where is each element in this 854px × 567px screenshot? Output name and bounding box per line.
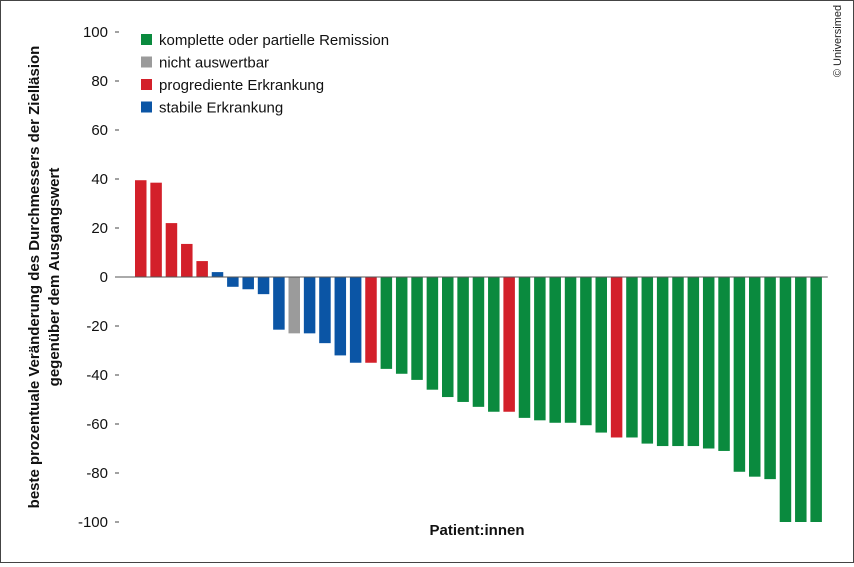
y-axis-title: beste prozentuale Veränderung des Durchm… (26, 46, 63, 509)
bar-series (135, 180, 822, 522)
bar-cr-pr (641, 277, 654, 444)
bar-sd (257, 277, 270, 295)
bar-cr-pr (442, 277, 454, 398)
bar-cr-pr (395, 277, 408, 374)
y-tick-label: -20 (86, 318, 108, 335)
bar-cr-pr (564, 277, 577, 423)
bar-sd (349, 277, 362, 363)
bar-pd (503, 277, 515, 412)
y-tick-label: -80 (86, 465, 108, 482)
legend-label: progrediente Erkrankung (159, 77, 324, 94)
legend-label: stabile Erkrankung (159, 100, 283, 117)
bar-cr-pr (549, 277, 561, 423)
y-tick-label: 0 (100, 269, 108, 286)
bar-pd (196, 261, 208, 277)
x-axis-title: Patient:innen (429, 522, 524, 539)
y-tick-label: 80 (91, 73, 108, 90)
legend-label: komplette oder partielle Remission (159, 32, 389, 49)
bar-cr-pr (672, 277, 684, 447)
legend-swatch (141, 101, 152, 113)
y-tick-label: -100 (78, 514, 108, 531)
bar-pd (135, 180, 147, 277)
bar-sd (334, 277, 347, 356)
y-tick-label: 40 (91, 171, 108, 188)
y-tick-label: 100 (83, 24, 108, 41)
bar-cr-pr (656, 277, 669, 447)
bar-cr-pr (426, 277, 439, 390)
bar-sd (303, 277, 316, 334)
bar-cr-pr (718, 277, 730, 451)
y-tick-label: 60 (91, 122, 108, 139)
bar-cr-pr (779, 277, 792, 522)
bar-cr-pr (626, 277, 638, 438)
bar-sd (242, 277, 254, 290)
bar-pd (165, 223, 178, 277)
legend-label: nicht auswertbar (159, 55, 269, 72)
bar-cr-pr (580, 277, 592, 426)
bar-pd (150, 182, 162, 277)
bar-pd (610, 277, 623, 438)
legend-swatch (141, 79, 152, 90)
bar-pd (365, 277, 377, 363)
bar-cr-pr (518, 277, 531, 418)
y-tick-label: -40 (86, 367, 108, 384)
credit-text: © Universimed (832, 5, 844, 77)
bar-cr-pr (810, 277, 822, 522)
bar-pd (181, 243, 193, 277)
y-axis-title-line: gegenüber dem Ausgangswert (46, 168, 63, 387)
bar-cr-pr (733, 277, 746, 472)
bar-cr-pr (380, 277, 393, 369)
bar-cr-pr (687, 277, 700, 447)
bar-cr-pr (764, 277, 776, 480)
bar-cr-pr (702, 277, 715, 449)
legend-swatch (141, 56, 152, 68)
bar-cr-pr (457, 277, 469, 402)
bar-cr-pr (488, 277, 500, 412)
bar-cr-pr (534, 277, 546, 421)
y-tick-label: -60 (86, 416, 108, 433)
bar-sd (211, 272, 224, 277)
bar-sd (227, 277, 239, 287)
bar-sd (319, 277, 331, 344)
legend-swatch (141, 34, 152, 45)
y-axis-title-line: beste prozentuale Veränderung des Durchm… (26, 46, 43, 509)
bar-cr-pr (795, 277, 807, 522)
bar-ne (288, 277, 300, 334)
bar-cr-pr (472, 277, 485, 407)
bar-cr-pr (749, 277, 761, 477)
bar-cr-pr (595, 277, 607, 433)
y-tick-label: 20 (91, 220, 108, 237)
y-axis: 100 80 60 40 20 0 -20 -40 -60 -80 -100 (78, 24, 119, 531)
bar-cr-pr (411, 277, 423, 380)
bar-sd (273, 277, 285, 330)
legend: komplette oder partielle Remission nicht … (141, 32, 389, 117)
